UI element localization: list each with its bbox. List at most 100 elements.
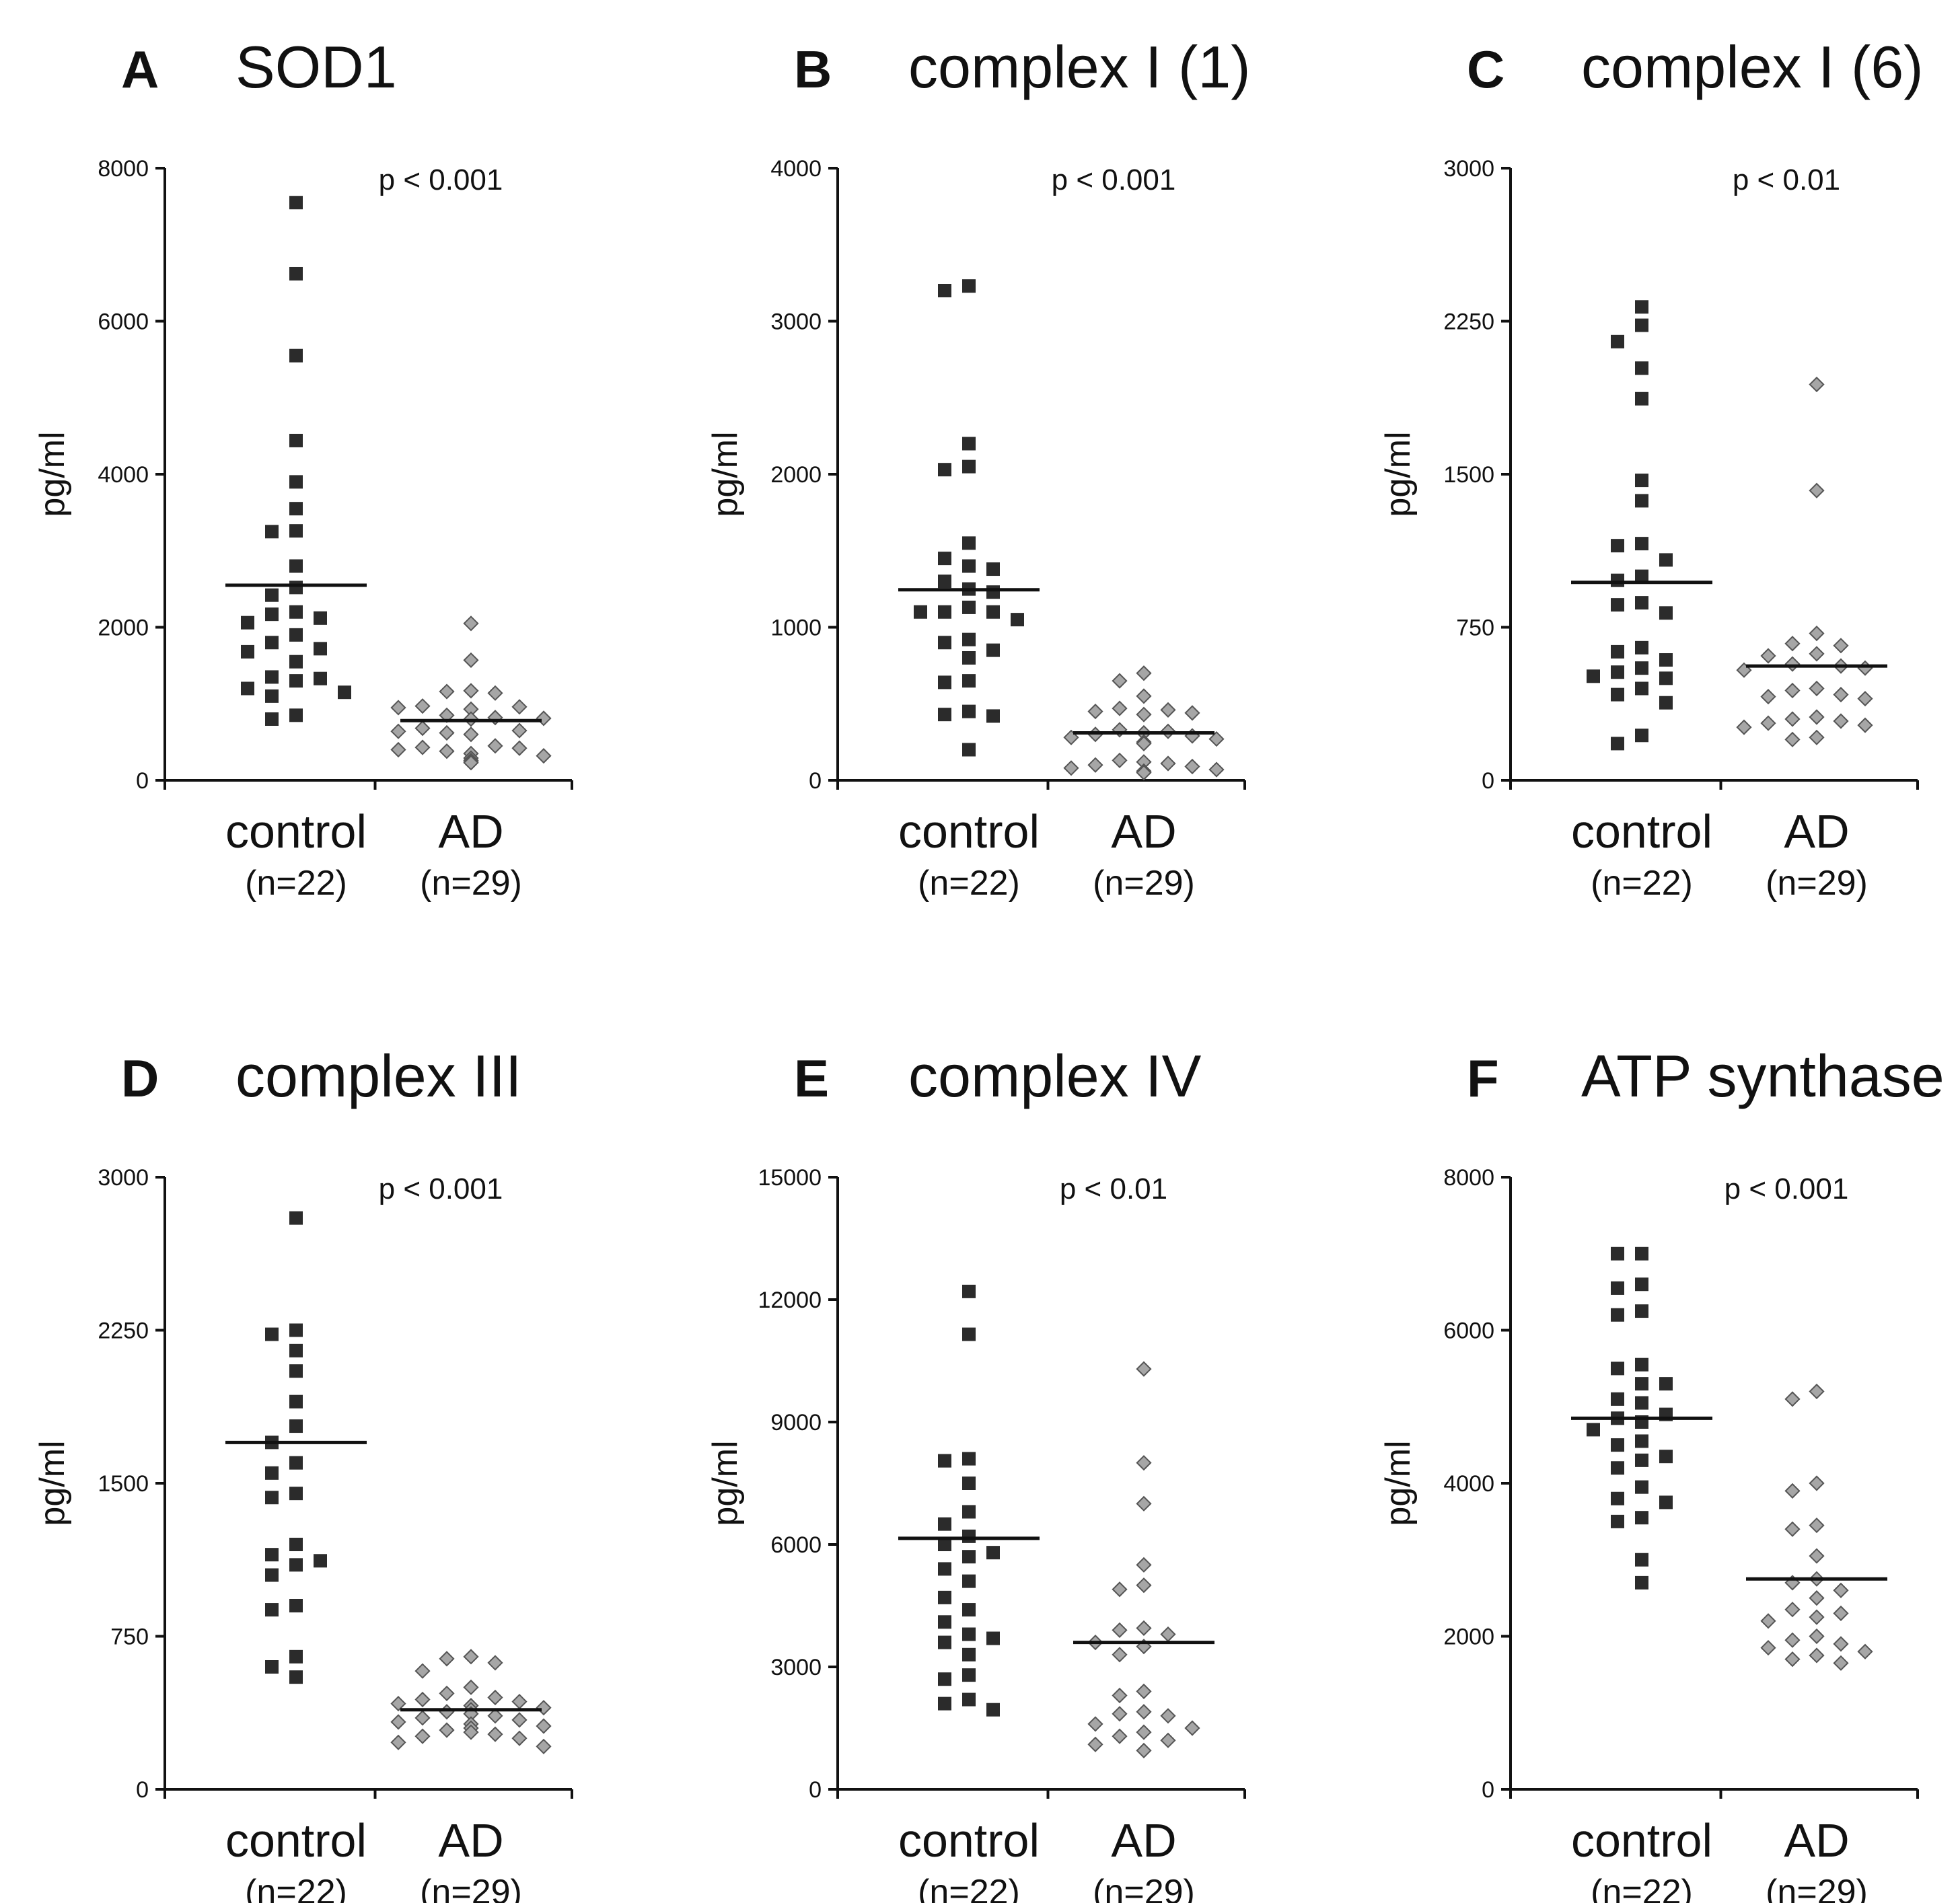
panel-letter: E xyxy=(794,1049,829,1108)
data-point-control xyxy=(314,1554,327,1568)
data-point-control xyxy=(289,1419,303,1433)
data-point-control xyxy=(938,675,951,689)
data-point-ad xyxy=(463,755,479,771)
panel-title: ATP synthase xyxy=(1581,1043,1945,1109)
y-tick-label: 8000 xyxy=(98,156,149,182)
data-point-ad xyxy=(414,739,431,755)
data-point-control xyxy=(962,1529,976,1543)
data-point-control xyxy=(1659,671,1673,685)
data-point-control xyxy=(289,1558,303,1572)
data-point-ad xyxy=(1136,1495,1152,1512)
y-tick-label: 4000 xyxy=(770,156,822,182)
data-point-control xyxy=(938,463,951,477)
data-point-ad xyxy=(1784,656,1801,672)
y-tick-label: 0 xyxy=(1482,768,1494,794)
p-value: p < 0.001 xyxy=(1052,163,1176,196)
category-label: control xyxy=(898,1814,1040,1867)
data-point-control xyxy=(289,581,303,595)
sample-size-label: (n=22) xyxy=(1591,1873,1693,1903)
data-point-ad xyxy=(1112,700,1128,716)
category-label: AD xyxy=(438,1814,503,1867)
y-tick-label: 2000 xyxy=(1443,1625,1494,1650)
data-point-ad xyxy=(1784,1483,1801,1499)
data-point-control xyxy=(962,1627,976,1641)
data-point-control xyxy=(1659,553,1673,567)
data-point-control xyxy=(962,1327,976,1341)
data-point-ad xyxy=(536,1718,552,1734)
data-point-ad xyxy=(439,1685,455,1702)
data-point-ad xyxy=(390,723,406,739)
data-point-control xyxy=(938,1562,951,1576)
data-point-ad xyxy=(390,741,406,758)
data-point-control xyxy=(914,605,927,619)
data-point-control xyxy=(289,266,303,281)
y-tick-label: 15000 xyxy=(758,1165,822,1191)
panel-letter: D xyxy=(121,1049,159,1108)
data-point-control xyxy=(1635,681,1648,696)
data-point-control xyxy=(962,674,976,688)
data-point-ad xyxy=(1087,704,1103,720)
data-point-ad xyxy=(1136,1724,1152,1740)
data-point-control xyxy=(241,644,254,659)
data-point-control xyxy=(289,524,303,538)
data-point-ad xyxy=(414,1663,431,1679)
data-point-control xyxy=(1611,1246,1624,1261)
data-point-ad xyxy=(1112,1728,1128,1744)
sample-size-label: (n=29) xyxy=(1093,1873,1195,1903)
data-point-ad xyxy=(1809,1628,1825,1645)
data-point-ad xyxy=(439,707,455,723)
data-point-ad xyxy=(439,1722,455,1738)
data-point-ad xyxy=(1184,705,1200,721)
data-point-control xyxy=(962,1668,976,1682)
data-point-ad xyxy=(1136,1361,1152,1377)
data-point-ad xyxy=(1136,1455,1152,1471)
data-point-control xyxy=(1611,539,1624,553)
y-axis-label: pg/ml xyxy=(706,431,745,517)
data-point-control xyxy=(1635,318,1648,332)
y-tick-label: 6000 xyxy=(98,309,149,335)
data-point-control xyxy=(938,574,951,589)
data-point-control xyxy=(1611,665,1624,679)
data-point-control xyxy=(265,588,279,602)
data-point-control xyxy=(1635,1304,1648,1318)
data-point-ad xyxy=(1136,1742,1152,1758)
data-point-ad xyxy=(414,698,431,714)
data-point-control xyxy=(265,1660,279,1674)
data-point-control xyxy=(265,525,279,539)
data-point-control xyxy=(962,1477,976,1490)
y-tick-label: 2000 xyxy=(98,615,149,641)
y-tick-label: 750 xyxy=(110,1625,149,1650)
data-point-ad xyxy=(1760,1613,1776,1629)
data-point-ad xyxy=(1136,1683,1152,1699)
y-tick-label: 9000 xyxy=(770,1410,822,1435)
data-point-ad xyxy=(1857,717,1873,733)
data-point-control xyxy=(1635,1396,1648,1410)
data-point-ad xyxy=(463,615,479,632)
y-tick-label: 1500 xyxy=(98,1471,149,1497)
data-point-ad xyxy=(1784,731,1801,747)
data-point-ad xyxy=(1136,665,1152,681)
data-point-control xyxy=(289,1343,303,1357)
data-point-ad xyxy=(1784,1651,1801,1668)
data-point-control xyxy=(265,689,279,703)
data-point-ad xyxy=(1184,728,1200,744)
panel-letter: C xyxy=(1467,40,1504,99)
data-point-ad xyxy=(1784,636,1801,652)
data-point-control xyxy=(241,615,254,630)
y-tick-label: 6000 xyxy=(1443,1318,1494,1344)
data-point-ad xyxy=(1136,754,1152,770)
data-point-control xyxy=(962,536,976,550)
data-point-control xyxy=(1635,300,1648,314)
data-point-control xyxy=(289,348,303,363)
data-point-ad xyxy=(1833,1605,1849,1621)
data-point-ad xyxy=(1857,660,1873,676)
sample-size-label: (n=22) xyxy=(245,864,347,903)
data-point-ad xyxy=(1809,1590,1825,1606)
data-point-ad xyxy=(1809,646,1825,662)
data-point-control xyxy=(314,642,327,656)
data-point-control xyxy=(962,1550,976,1564)
panel-letter: A xyxy=(121,40,159,99)
data-point-ad xyxy=(487,1655,503,1671)
